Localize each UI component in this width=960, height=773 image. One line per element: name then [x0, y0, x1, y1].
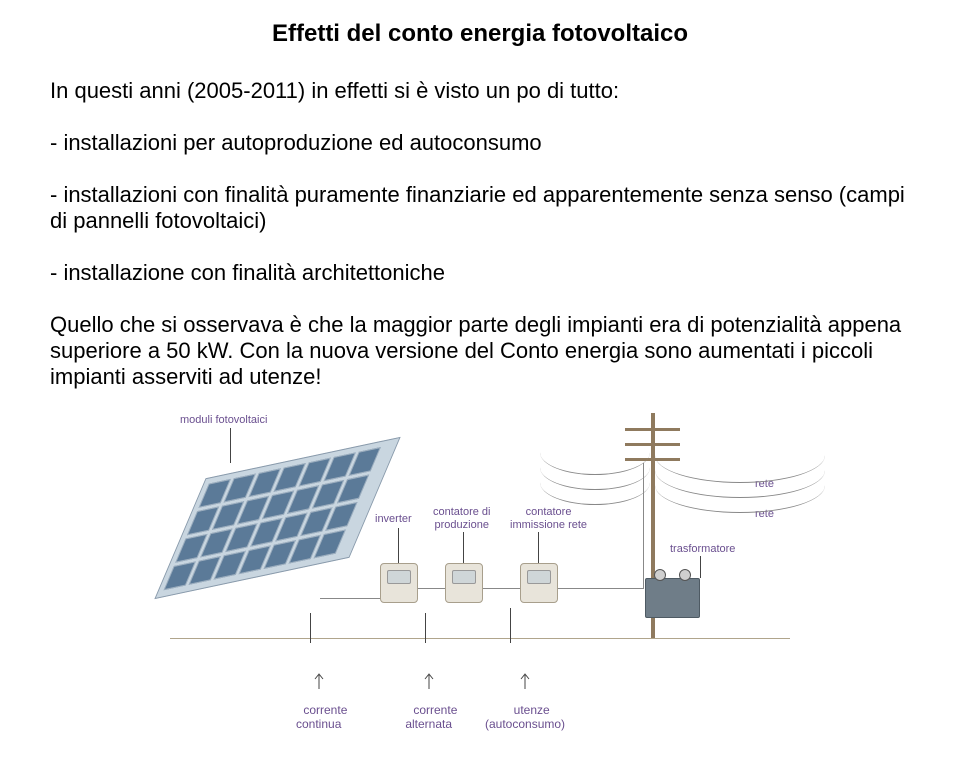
- ac-wire-3: [558, 588, 643, 589]
- ac-wire-1: [418, 588, 445, 589]
- leader-moduli: [230, 428, 231, 463]
- leader-cont-prod: [463, 532, 464, 563]
- tick-utenze: [510, 608, 511, 643]
- label-cont-prod: contatore di produzione: [433, 506, 490, 532]
- inverter-box: [380, 563, 418, 603]
- bullet-3: - installazione con finalità architetton…: [50, 260, 910, 286]
- label-trasf: trasformatore: [670, 543, 735, 556]
- arrow-ac: corrente alternata: [400, 643, 457, 745]
- solar-panel-array: [154, 437, 400, 599]
- label-cont-imm: contatore immissione rete: [510, 506, 587, 532]
- production-meter-box: [445, 563, 483, 603]
- arrow-utenze: utenze (autoconsumo): [485, 643, 565, 745]
- leader-inverter: [398, 528, 399, 563]
- transformer-box: [645, 578, 700, 618]
- pv-diagram: moduli fotovoltaici inverter contatore d…: [170, 408, 790, 688]
- bullet-1: - installazioni per autoproduzione ed au…: [50, 130, 910, 156]
- ground-line: [170, 638, 790, 639]
- label-moduli: moduli fotovoltaici: [180, 414, 267, 427]
- label-inverter: inverter: [375, 513, 412, 526]
- dc-wire: [320, 598, 380, 599]
- leader-trasf: [700, 556, 701, 578]
- ac-wire-2: [483, 588, 520, 589]
- paragraph-text: Quello che si osservava è che la maggior…: [50, 312, 910, 390]
- arrow-dc: corrente continua: [290, 643, 347, 745]
- tick-ac: [425, 613, 426, 643]
- grid-meter-box: [520, 563, 558, 603]
- tick-dc: [310, 613, 311, 643]
- grid-wire-3: [655, 458, 825, 513]
- bullet-2: - installazioni con finalità puramente f…: [50, 182, 910, 234]
- intro-text: In questi anni (2005-2011) in effetti si…: [50, 78, 910, 104]
- page-title: Effetti del conto energia fotovoltaico: [50, 20, 910, 48]
- left-wire-3: [540, 460, 650, 505]
- leader-cont-imm: [538, 532, 539, 563]
